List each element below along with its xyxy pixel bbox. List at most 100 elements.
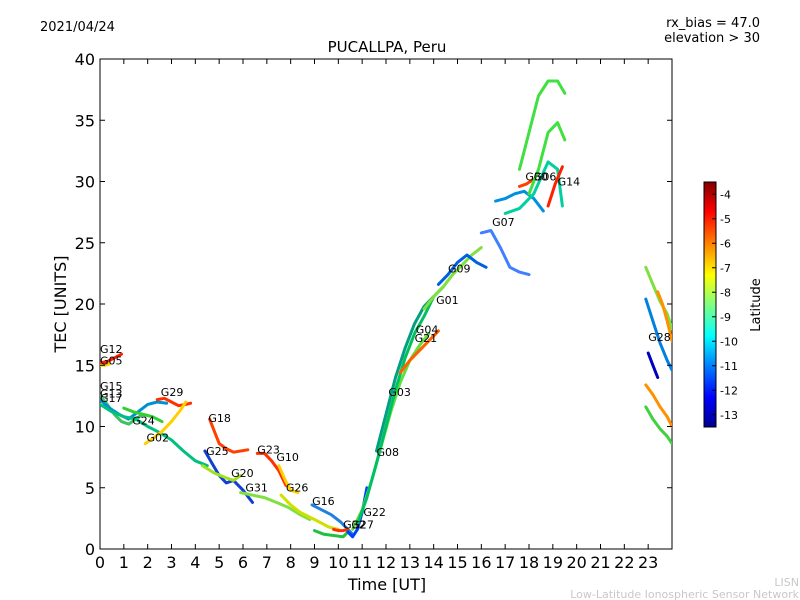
tec-series-g31 [239,491,312,522]
satellite-label-g25: G25 [206,445,229,458]
x-tick-label: 6 [238,553,248,572]
elevation-label: elevation > 30 [664,31,760,46]
satellite-label-g27: G27 [351,518,374,531]
rx-bias-label: rx_bias = 47.0 [666,16,760,31]
y-tick-label: 10 [75,418,95,437]
satellite-label-g29: G29 [161,386,184,399]
tec-series-g13 [100,398,169,421]
y-axis-label: TEC [UNITS] [51,256,70,354]
x-tick-label: 12 [376,553,396,572]
satellite-label-g06: G06 [534,171,557,184]
y-tick-label: 15 [75,356,95,375]
x-tick-label: 9 [309,553,319,572]
x-tick-label: 22 [614,553,634,572]
x-tick-label: 4 [190,553,200,572]
satellite-label-g04: G04 [416,324,439,337]
satellite-label-g03: G03 [388,386,411,399]
satellite-label-g12: G12 [100,343,123,356]
satellite-label-g30: G30 [525,171,548,184]
satellite-label-g26: G26 [286,482,309,495]
tec-series-g07 [479,229,531,277]
satellite-label-g09: G09 [448,262,471,275]
tec-series-g01 [422,246,483,311]
satellite-label-g31: G31 [245,482,268,495]
tec-series-g30 [518,177,536,188]
x-tick-label: 11 [352,553,372,572]
colorbar-tick-label: -8 [720,286,731,299]
colorbar-tick-label: -5 [720,213,731,226]
tec-series-g12 [100,352,123,365]
colorbar-tick-label: -6 [720,237,731,250]
x-tick-label: 10 [328,553,348,572]
satellite-label-g32: G32 [343,518,366,531]
satellite-label-g21: G21 [415,332,438,345]
x-tick-label: 21 [590,553,610,572]
satellite-label-g22: G22 [363,506,386,519]
satellite-label-g10: G10 [276,451,299,464]
tec-series-g23 [255,451,288,487]
satellite-label-g20: G20 [231,467,254,480]
tec-series-g09 [436,253,488,286]
satellite-label-g14: G14 [558,175,581,188]
colorbar-tick-label: -13 [720,409,738,422]
tec-series-trace-32 [546,165,564,208]
tec-series-g26 [279,493,340,531]
tec-series-trace-37 [646,351,660,379]
satellite-label-g08: G08 [377,446,400,459]
tec-series-g24 [122,406,164,424]
colorbar-tick-label: -7 [720,262,731,275]
tec-series-g20 [201,464,243,482]
colorbar-tick-label: -9 [720,311,731,324]
satellite-label-g28: G28 [648,331,671,344]
satellite-label-g13: G13 [100,387,123,400]
y-tick-label: 20 [75,295,95,314]
x-tick-label: 16 [471,553,491,572]
y-tick-label: 40 [75,50,95,69]
y-tick-label: 25 [75,234,95,253]
credit-full: Low-Latitude Ionospheric Sensor Network [570,588,799,600]
x-tick-label: 15 [447,553,467,572]
series-layer [100,79,672,539]
tec-series-g02 [143,400,188,446]
tec-series-g18 [208,417,250,454]
tec-series-g04 [398,329,440,375]
satellite-label-g15: G15 [100,380,123,393]
plot-area [99,58,673,550]
x-axis: 0 1 2 3 4 5 6 7 8 9 10 11 12 13 14 15 16 17 18 19 20 21 22 23 [95,59,658,572]
colorbar-tick-label: -10 [720,335,738,348]
tec-series-g17 [100,402,209,468]
chart-title: PUCALLPA, Peru [328,38,447,56]
x-tick-label: 13 [400,553,420,572]
satellite-label-g07: G07 [492,216,515,229]
tec-series-trace-36 [644,405,672,446]
satellite-label-g23: G23 [257,444,280,457]
tec-series-g29 [155,396,193,408]
colorbar-label: Latitude [749,278,764,332]
y-tick-label: 30 [75,173,95,192]
x-axis-label: Time [UT] [347,575,426,594]
x-tick-label: 17 [495,553,515,572]
x-tick-label: 23 [638,553,658,572]
satellite-label-g18: G18 [208,412,231,425]
colorbar-tick-label: -4 [720,188,731,201]
x-tick-label: 19 [543,553,563,572]
tec-series-g10 [277,464,300,495]
credit-acronym: LISN [774,576,799,589]
y-axis: 0 5 10 15 20 25 30 35 40 [75,50,672,559]
date-label: 2021/04/24 [40,20,115,35]
tec-series-g21 [375,295,436,453]
tec-series-g27 [313,529,350,539]
satellite-label-g16: G16 [312,495,335,508]
y-tick-label: 35 [75,111,95,130]
x-tick-label: 7 [262,553,272,572]
x-tick-label: 3 [166,553,176,572]
x-tick-label: 1 [119,553,129,572]
tec-series-trace-35 [644,383,672,428]
x-tick-label: 2 [143,553,153,572]
tec-series-g28 [644,297,672,372]
y-tick-label: 0 [85,540,95,559]
colorbar-ticks: -4 -5 -6 -7 -8 -9 -10 -11 -12 -13 [712,188,738,422]
x-tick-label: 8 [286,553,296,572]
